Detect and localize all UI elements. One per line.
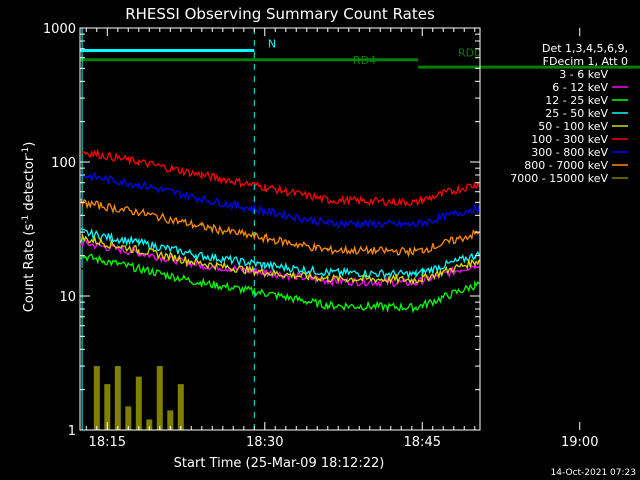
series-group [80,148,480,430]
series-mark [93,366,100,430]
y-tick-label: 1 [68,424,76,439]
y-axis-label-part: Count Rate (s [22,224,37,313]
chart-title: RHESSI Observing Summary Count Rates [125,5,435,23]
legend-entry-label: 50 - 100 keV [538,120,608,133]
flag-label: N [268,37,276,50]
series-line [80,171,480,229]
series-mark [146,419,153,430]
x-tick-label: 18:45 [404,435,441,450]
legend-header: FDecim 1, Att 0 [543,55,628,68]
legend-entry-label: 300 - 800 keV [531,146,608,159]
legend-entry-label: 25 - 50 keV [545,107,608,120]
flag-label: RD0 [458,47,481,60]
series-line [80,266,480,326]
series-line [80,198,480,258]
y-axis-label: Count Rate (s-1 detector-1) [21,142,37,313]
legend-entry-label: 100 - 300 keV [531,133,608,146]
series-line [80,227,480,280]
legend-entry-label: 3 - 6 keV [559,68,608,81]
series-line [80,233,480,285]
legend-header: Det 1,3,4,5,6,9, [542,42,628,55]
series-mark [156,366,163,430]
series-line [80,148,480,208]
y-axis-label-part: detector [22,155,37,215]
series-mark [104,384,111,430]
y-tick-label: 1000 [43,22,76,37]
legend-entry-label: 7000 - 15000 keV [510,172,608,185]
legend-entry-label: 800 - 7000 keV [524,159,608,172]
x-tick-label: 19:00 [561,435,598,450]
y-tick-label: 100 [51,156,76,171]
series-mark [125,406,132,430]
footer-timestamp: 14-Oct-2021 07:23 [551,468,636,478]
series-line [80,238,480,288]
series-line [80,253,480,314]
legend-entry-label: 6 - 12 keV [552,81,608,94]
legend: Det 1,3,4,5,6,9,FDecim 1, Att 03 - 6 keV… [510,42,628,185]
x-tick-label: 18:15 [89,435,126,450]
axes: 18:1518:3018:4519:0019:1519:3019:4511010… [43,22,599,450]
series-mark [114,366,121,430]
legend-entry-label: 12 - 25 keV [545,94,608,107]
series-mark [135,376,142,430]
flag-label: RD4 [353,54,376,67]
instrument-flags: NRD0RD4S [80,37,640,69]
x-axis-label: Start Time (25-Mar-09 18:12:22) [174,456,385,471]
y-tick-label: 10 [59,290,76,305]
y-axis-label-exponent: -1 [21,215,31,224]
series-mark [167,410,174,430]
y-axis-label-exponent: -1 [21,147,31,156]
plot-frame [79,27,481,431]
y-axis-label-part: ) [22,142,37,147]
series-mark [177,384,184,430]
x-tick-label: 18:30 [246,435,283,450]
